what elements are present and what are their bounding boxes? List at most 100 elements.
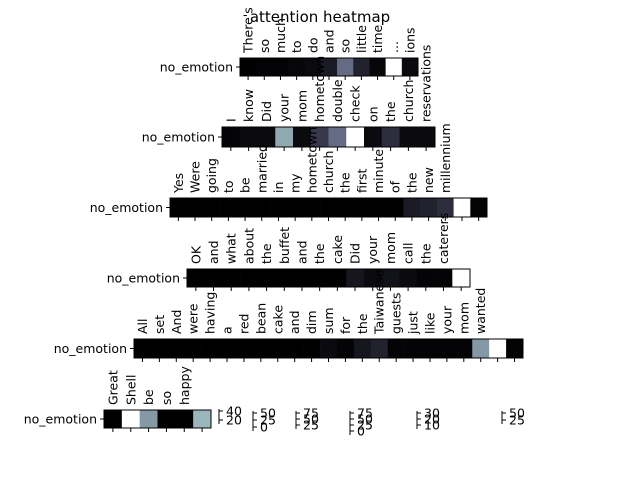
token-label: be: [238, 177, 253, 193]
token-label: millennium: [438, 123, 453, 193]
heatmap-cell: [293, 127, 312, 147]
heatmap-cell: [328, 127, 347, 147]
token-label: happy: [177, 366, 192, 405]
heatmap-cell: [506, 339, 524, 358]
heatmap-cell: [269, 339, 287, 358]
heatmap-cell: [170, 198, 187, 217]
token-label: a: [220, 326, 235, 334]
colorbar-tick-label: 75: [357, 406, 373, 421]
heatmap-cell: [421, 339, 439, 358]
colorbar-tick-label: 30: [424, 406, 440, 421]
token-label: hometown: [304, 127, 319, 193]
heatmap-cell: [240, 58, 257, 76]
token-label: church: [401, 80, 416, 122]
token-label: so: [338, 39, 353, 53]
heatmap-cell: [310, 127, 329, 147]
heatmap-cell: [257, 127, 276, 147]
heatmap-cell: [236, 198, 254, 217]
heatmap-cell: [222, 127, 241, 147]
heatmap-cell: [134, 339, 152, 358]
token-label: minute: [371, 149, 386, 193]
colorbar-tick-label: 20: [424, 412, 440, 427]
token-label: know: [241, 89, 256, 122]
colorbar-tick-label: 20: [226, 413, 242, 428]
token-label: mom: [294, 90, 309, 122]
token-label: the: [312, 243, 327, 264]
heatmap-cell: [193, 410, 212, 428]
token-label: mom: [383, 232, 398, 264]
heatmap-cell: [275, 127, 294, 147]
token-label: All: [135, 319, 150, 335]
token-label: the: [338, 172, 353, 193]
heatmap-cell: [320, 198, 338, 217]
heatmap-cell: [399, 127, 418, 147]
colorbar-tick-label: 10: [424, 418, 440, 433]
heatmap-cell: [186, 198, 204, 217]
heatmap-cell: [346, 269, 365, 287]
colorbar-tick-label: 50: [303, 412, 319, 427]
heatmap-cell: [387, 339, 405, 358]
heatmap-cell: [288, 58, 306, 76]
colorbar-tick-label: 25: [509, 413, 525, 428]
heatmap-cell: [121, 410, 140, 428]
token-label: the: [383, 101, 398, 122]
chart-title: attention heatmap: [250, 8, 390, 26]
token-label: your: [277, 93, 292, 122]
heatmap-cell: [275, 269, 294, 287]
heatmap-cell: [370, 339, 388, 358]
heatmap-cell: [404, 339, 422, 358]
heatmap-cell: [187, 269, 205, 287]
heatmap-cell: [253, 198, 271, 217]
heatmap-row: no_emotion Yes Were going to be married in my hom…: [90, 123, 488, 221]
heatmap-cell: [184, 339, 202, 358]
heatmap-cell: [452, 269, 471, 287]
heatmap-cell: [364, 127, 383, 147]
token-label: little: [354, 25, 369, 53]
colorbar-tick-label: 40: [226, 404, 242, 419]
heatmap-cell: [310, 269, 329, 287]
heatmap-cell: [346, 127, 365, 147]
heatmap-cell: [222, 269, 241, 287]
heatmap-cell: [304, 58, 322, 76]
heatmap-cell: [381, 127, 400, 147]
heatmap-cell: [139, 410, 158, 428]
token-label: much: [273, 18, 288, 53]
colorbar-tick-label: 0: [357, 424, 365, 439]
token-label: Shell: [123, 375, 138, 406]
row-label: no_emotion: [107, 271, 180, 286]
token-label: about: [241, 228, 256, 264]
heatmap-cell: [399, 269, 418, 287]
heatmap-cell: [369, 58, 386, 76]
token-label: the: [404, 172, 419, 193]
heatmap-cell: [286, 339, 304, 358]
token-label: wanted: [473, 288, 488, 334]
token-label: going: [204, 158, 219, 193]
token-label: and: [206, 240, 221, 264]
heatmap-cell: [320, 58, 338, 76]
token-label: on: [365, 106, 380, 122]
token-label: hometown: [312, 56, 327, 122]
row-label: no_emotion: [24, 412, 97, 427]
heatmap-cell: [167, 339, 186, 358]
heatmap-row: no_emotion Great Shell be so happy: [24, 366, 212, 432]
heatmap-cell: [489, 339, 507, 358]
colorbar-tick-label: 75: [303, 406, 319, 421]
token-label: of: [388, 180, 403, 193]
heatmap-cell: [240, 269, 259, 287]
token-label: and: [322, 29, 337, 53]
token-label: what: [224, 233, 239, 264]
heatmap-cell: [270, 198, 288, 217]
heatmap-cell: [239, 127, 258, 147]
heatmap-cell: [386, 198, 404, 217]
token-label: be: [141, 389, 156, 405]
heatmap-cell: [150, 339, 169, 358]
heatmap-cell: [320, 339, 338, 358]
row-label: no_emotion: [142, 130, 215, 145]
token-label: so: [159, 391, 174, 405]
heatmap-cell: [472, 339, 490, 358]
